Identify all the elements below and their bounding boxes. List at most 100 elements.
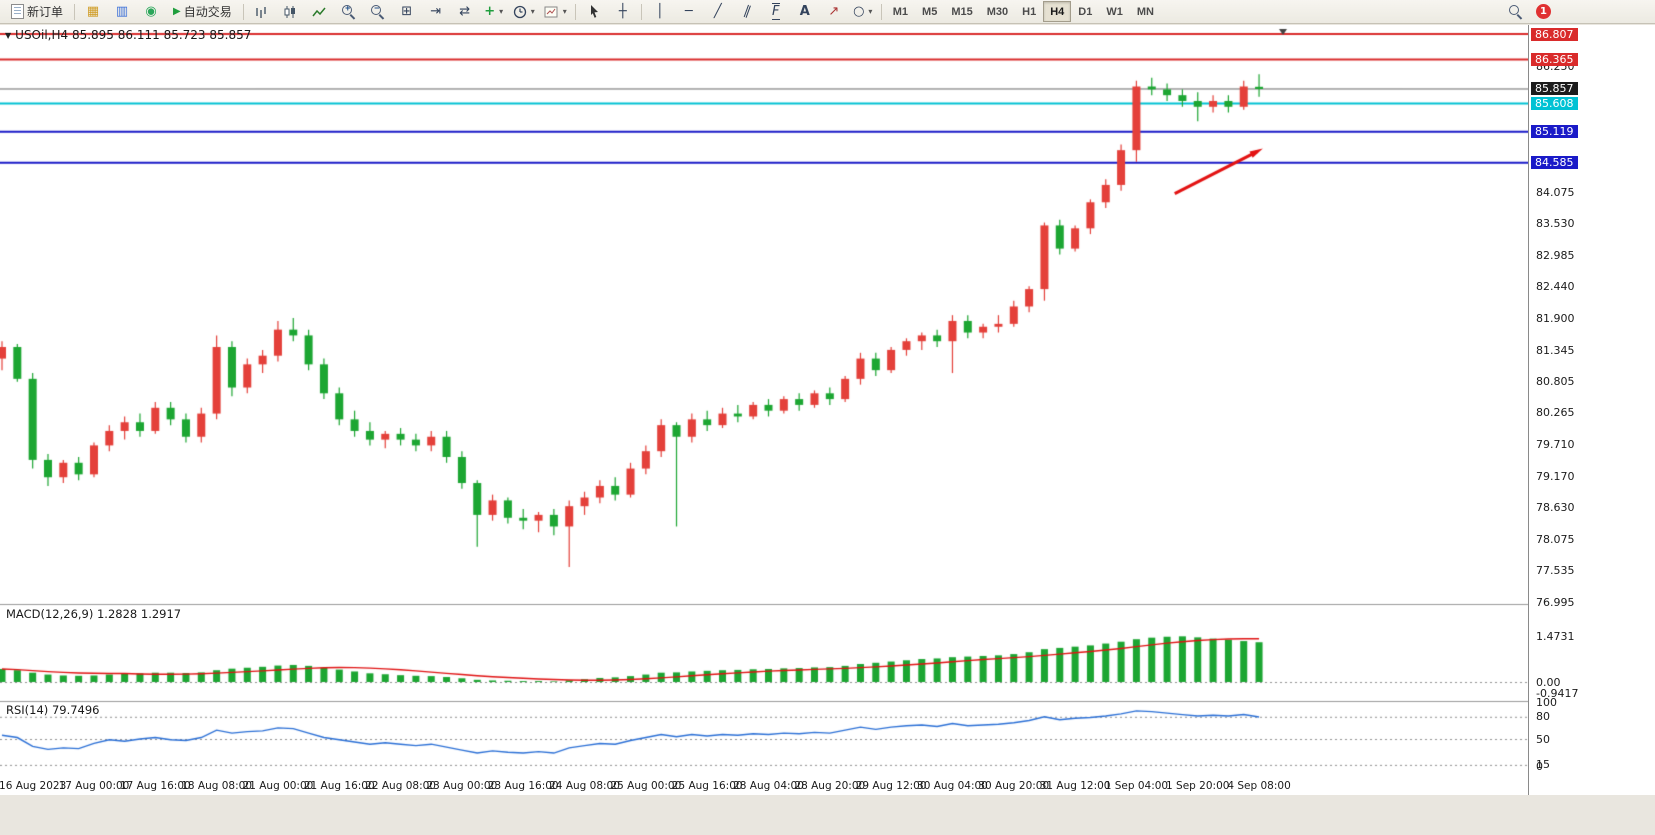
time-axis-label: 30 Aug 04:00 <box>917 780 988 792</box>
price-axis-tick: 80.805 <box>1536 374 1575 388</box>
tile-windows-button[interactable]: ⊞ <box>393 1 421 23</box>
timeframe-h1[interactable]: H1 <box>1022 5 1037 18</box>
price-axis-tick: 82.440 <box>1536 280 1575 294</box>
price-axis-tick: 84.075 <box>1536 185 1575 199</box>
horizontal-line-button[interactable]: ─ <box>675 1 703 23</box>
time-axis-label: 25 Aug 00:00 <box>610 780 682 792</box>
tile-windows-icon: ⊞ <box>401 4 413 19</box>
price-axis[interactable]: 86.250 84.075 83.530 82.985 82.440 81.900 81.3… <box>1528 25 1655 795</box>
timeframe-mn[interactable]: MN <box>1136 5 1154 18</box>
zoom-out-icon: − <box>370 3 385 19</box>
bar-chart-button[interactable] <box>248 1 276 23</box>
time-axis-label: 23 Aug 00:00 <box>426 780 498 792</box>
timeframe-m5[interactable]: M5 <box>922 5 938 18</box>
toolbar-separator <box>574 3 576 20</box>
new-order-button[interactable]: 新订单 <box>4 1 70 23</box>
time-axis-label: 24 Aug 08:00 <box>549 780 620 792</box>
channel-button[interactable]: ∥ <box>733 1 761 23</box>
timeframe-group: M1 M5 M15 M30 H1 H4 D1 W1 MN <box>886 1 1161 22</box>
price-axis-tick: 76.995 <box>1536 595 1575 609</box>
macd-indicator-label: MACD(12,26,9) 1.2828 1.2917 <box>6 607 182 621</box>
vertical-line-button[interactable]: │ <box>646 1 674 23</box>
price-axis-tick: 83.530 <box>1536 217 1575 231</box>
price-axis-tick: 79.170 <box>1536 469 1575 483</box>
toolbar: 新订单 ▦ ▥ ◉ ▶ 自动交易 + − ⊞ ⇥ ⇄ + ▾ ▾ ▾ ┼ │ ─… <box>0 0 1655 24</box>
price-line-tag: 86.365 <box>1531 53 1578 67</box>
toolbar-separator <box>242 3 244 20</box>
chart-collapse-caret[interactable]: ▼ <box>5 30 12 40</box>
autotrading-button[interactable]: ▶ 自动交易 <box>166 1 239 23</box>
timeframe-h4[interactable]: H4 <box>1043 1 1072 22</box>
price-axis-tick: 81.345 <box>1536 343 1575 357</box>
time-axis-label: 1 Sep 20:00 <box>1166 780 1230 792</box>
time-axis-label: 23 Aug 16:00 <box>487 780 559 792</box>
zoom-out-button[interactable]: − <box>364 1 392 23</box>
shapes-button[interactable]: ○ ▾ <box>849 1 877 23</box>
fibonacci-button[interactable]: F <box>762 1 790 23</box>
toolbar-separator <box>74 3 76 20</box>
cursor-icon <box>590 5 598 18</box>
market-watch-button[interactable]: ▦ <box>79 1 107 23</box>
time-axis-label: 18 Aug 08:00 <box>181 780 253 792</box>
notification-badge[interactable]: 1 <box>1536 4 1551 19</box>
time-axis-label: 28 Aug 04:00 <box>733 780 804 792</box>
templates-button[interactable]: ▾ <box>540 1 571 23</box>
timeframe-w1[interactable]: W1 <box>1106 5 1123 18</box>
market-watch-icon: ▦ <box>86 4 100 19</box>
navigator-icon: ◉ <box>145 4 157 19</box>
chart-window[interactable]: ▼ USOil,H4 85.895 86.111 85.723 85.857 M… <box>0 25 1655 835</box>
timeframe-m30[interactable]: M30 <box>986 5 1009 18</box>
time-axis-label: 21 Aug 00:00 <box>242 780 314 792</box>
price-line-tag: 85.119 <box>1531 125 1578 139</box>
price-line-tag: 84.585 <box>1531 156 1578 170</box>
periods-button[interactable]: ▾ <box>509 1 539 23</box>
shapes-tool-icon: ○ <box>853 4 865 19</box>
auto-scroll-icon: ⇥ <box>430 4 442 19</box>
auto-scroll-button[interactable]: ⇥ <box>422 1 450 23</box>
timeframe-m15[interactable]: M15 <box>951 5 973 18</box>
data-window-button[interactable]: ▥ <box>108 1 136 23</box>
price-axis-tick: -0.9417 <box>1536 686 1579 700</box>
text-button[interactable]: A <box>791 1 819 23</box>
crosshair-button[interactable]: ┼ <box>609 1 637 23</box>
indicators-button[interactable]: + ▾ <box>480 1 508 23</box>
price-line-tag: 86.807 <box>1531 27 1578 41</box>
zoom-in-button[interactable]: + <box>335 1 363 23</box>
time-axis-label: 1 Sep 04:00 <box>1104 780 1169 792</box>
line-chart-button[interactable] <box>306 1 334 23</box>
price-axis-tick: 79.710 <box>1536 438 1575 452</box>
ohlc-header: ▼ USOil,H4 85.895 86.111 85.723 85.857 <box>5 28 251 42</box>
candlestick-chart-icon <box>284 5 296 18</box>
line-chart-icon <box>312 7 326 16</box>
symbol-ohlc-text: USOil,H4 85.895 86.111 85.723 85.857 <box>15 28 252 42</box>
search-icon <box>1508 4 1523 19</box>
time-axis-label: 31 Aug 12:00 <box>1039 780 1111 792</box>
time-axis-label: 29 Aug 12:00 <box>855 780 927 792</box>
chart-shift-button[interactable]: ⇄ <box>451 1 479 23</box>
price-axis-tick: 15 <box>1536 758 1550 772</box>
time-axis-label: 17 Aug 00:00 <box>58 780 130 792</box>
minus-glyph: − <box>374 3 380 13</box>
search-button[interactable] <box>1501 1 1529 23</box>
chart-canvas[interactable] <box>0 25 1528 795</box>
channel-icon: ∥ <box>741 3 753 20</box>
time-axis[interactable]: 16 Aug 2023 17 Aug 00:00 17 Aug 16:00 18 Au… <box>0 776 1528 795</box>
trendline-button[interactable]: ╱ <box>704 1 732 23</box>
time-axis-label: 25 Aug 16:00 <box>671 780 743 792</box>
arrows-tool-icon: ↗ <box>828 4 840 19</box>
chevron-down-icon: ▾ <box>562 7 567 16</box>
cursor-button[interactable] <box>580 1 608 23</box>
plus-glyph: + <box>345 3 351 13</box>
time-axis-label: 21 Aug 16:00 <box>303 780 375 792</box>
new-order-icon <box>11 4 24 19</box>
horizontal-line-icon: ─ <box>684 4 693 19</box>
candlestick-chart-button[interactable] <box>277 1 305 23</box>
time-axis-label: 16 Aug 2023 <box>0 780 67 792</box>
timeframe-d1[interactable]: D1 <box>1078 5 1093 18</box>
toolbar-separator <box>880 3 882 20</box>
chevron-down-icon: ▾ <box>499 7 504 16</box>
navigator-button[interactable]: ◉ <box>137 1 165 23</box>
vertical-line-icon: │ <box>655 4 664 19</box>
arrows-button[interactable]: ↗ <box>820 1 848 23</box>
timeframe-m1[interactable]: M1 <box>892 5 909 18</box>
